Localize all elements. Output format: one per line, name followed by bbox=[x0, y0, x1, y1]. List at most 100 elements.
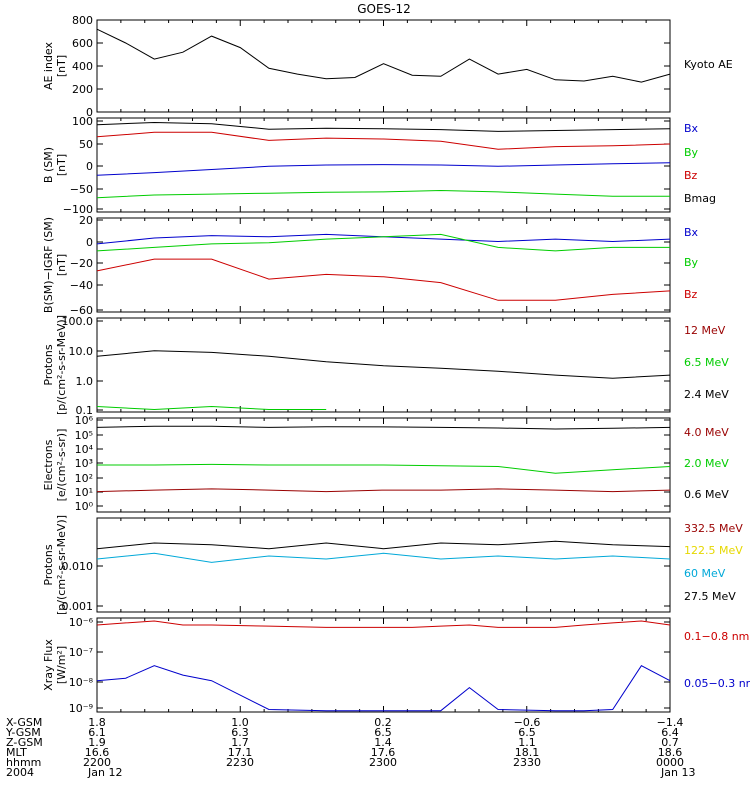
footer-row-label: Z-GSM bbox=[6, 736, 43, 749]
legend-0-1-0-8-nm: 0.1−0.8 nm bbox=[684, 630, 749, 643]
y-axis-label: B (SM) bbox=[42, 147, 55, 183]
series-by bbox=[96, 189, 670, 199]
y-tick-label: −20 bbox=[70, 257, 93, 270]
footer-row-label: MLT bbox=[6, 746, 27, 759]
y-axis-label: [nT] bbox=[55, 55, 68, 77]
footer-cell: 18.6 bbox=[658, 746, 683, 759]
footer-cell: 1.9 bbox=[88, 736, 106, 749]
footer-cell: 0000 bbox=[656, 756, 684, 769]
y-axis-label: [p/(cm²-s-sr-MeV)] bbox=[55, 315, 68, 415]
panel-protons_hi: 100.0 10.0 1.0 0.1 Protons [p/(cm²-s-sr-MeV)]… bbox=[42, 315, 729, 417]
legend-0-05-0-3-nr: 0.05−0.3 nr bbox=[684, 677, 750, 690]
footer-cell: 1.0 bbox=[231, 716, 249, 729]
footer-cell: 2200 bbox=[83, 756, 111, 769]
y-tick-label: 10⁻⁹ bbox=[69, 702, 93, 715]
y-tick-label: 10³ bbox=[75, 457, 93, 470]
footer-cell: 1.7 bbox=[231, 736, 249, 749]
series-2-0-mev bbox=[97, 463, 671, 474]
y-tick-label: 0 bbox=[86, 160, 93, 173]
footer-cell: 6.4 bbox=[661, 726, 679, 739]
legend-bx: Bx bbox=[684, 122, 699, 135]
y-tick-label: 0 bbox=[86, 106, 93, 119]
y-tick-label: 10¹ bbox=[75, 486, 93, 499]
legend-0-6-mev: 0.6 MeV bbox=[684, 488, 729, 501]
y-tick-label: 0.001 bbox=[62, 600, 94, 613]
footer-cell: 6.1 bbox=[88, 726, 106, 739]
y-tick-label: 800 bbox=[72, 14, 93, 27]
footer-cell: 1.1 bbox=[518, 736, 536, 749]
footer-cell: 17.6 bbox=[371, 746, 396, 759]
legend-6-5-mev: 6.5 MeV bbox=[684, 356, 729, 369]
y-axis-label: [nT] bbox=[55, 254, 68, 276]
footer-row-label: Y-GSM bbox=[5, 726, 41, 739]
legend-2-0-mev: 2.0 MeV bbox=[684, 457, 729, 470]
legend-by: By bbox=[684, 256, 699, 269]
y-tick-label: −40 bbox=[70, 279, 93, 292]
series-60-mev bbox=[96, 552, 671, 563]
y-tick-label: 10⁶ bbox=[75, 414, 94, 427]
footer-cell: 6.3 bbox=[231, 726, 249, 739]
y-tick-label: 20 bbox=[79, 214, 93, 227]
series-27-5-mev bbox=[96, 540, 671, 550]
y-tick-label: 600 bbox=[72, 37, 93, 50]
legend-332-5-mev: 332.5 MeV bbox=[684, 522, 743, 535]
legend-60-mev: 60 MeV bbox=[684, 567, 726, 580]
footer-row-label: X-GSM bbox=[6, 716, 42, 729]
legend-by: By bbox=[684, 146, 699, 159]
y-tick-label: 10² bbox=[75, 472, 93, 485]
y-tick-label: 10⁰ bbox=[75, 500, 94, 513]
y-tick-label: 10⁻⁶ bbox=[69, 616, 94, 629]
legend-12-mev: 12 MeV bbox=[684, 324, 726, 337]
legend-122-5-mev: 122.5 MeV bbox=[684, 544, 743, 557]
y-tick-label: 0 bbox=[86, 236, 93, 249]
y-tick-label: 0.1 bbox=[76, 404, 94, 417]
series-by bbox=[96, 233, 670, 252]
y-tick-label: 400 bbox=[72, 60, 93, 73]
y-tick-label: 50 bbox=[79, 138, 93, 151]
series-6-5-mev bbox=[96, 405, 327, 411]
footer-cell: −1.4 bbox=[657, 716, 684, 729]
y-axis-label: AE index bbox=[42, 41, 55, 90]
y-tick-label: −100 bbox=[63, 203, 93, 216]
y-axis-label: [p/(cm²-s-sr-MeV)] bbox=[55, 515, 68, 615]
legend-kyoto-ae: Kyoto AE bbox=[684, 58, 733, 71]
legend-bmag: Bmag bbox=[684, 192, 716, 205]
footer-cell: 0.2 bbox=[374, 716, 392, 729]
footer-cell: 1.4 bbox=[374, 736, 392, 749]
footer-row-label: hhmm bbox=[6, 756, 41, 769]
footer-cell: 2330 bbox=[513, 756, 541, 769]
legend-4-0-mev: 4.0 MeV bbox=[684, 426, 729, 439]
panel-xray: 10⁻⁶ 10⁻⁷ 10⁻⁸ 10⁻⁹ Xray Flux [W/m²] 0.1−0.8 n… bbox=[42, 616, 750, 715]
legend-bz: Bz bbox=[684, 169, 698, 182]
y-axis-label: Xray Flux bbox=[42, 639, 55, 691]
y-axis-label: B(SM)−IGRF (SM) bbox=[42, 217, 55, 313]
series-4-0-mev bbox=[96, 488, 671, 493]
y-tick-label: −60 bbox=[70, 304, 93, 317]
y-tick-label: 100 bbox=[72, 115, 93, 128]
footer-cell: 1.8 bbox=[88, 716, 106, 729]
y-tick-label: 200 bbox=[72, 83, 93, 96]
y-tick-label: 10⁵ bbox=[75, 429, 93, 442]
series-bz bbox=[96, 131, 671, 150]
panel-frame bbox=[96, 517, 671, 613]
footer-cell: 2300 bbox=[369, 756, 397, 769]
footer-cell: 0.7 bbox=[661, 736, 679, 749]
series-bx bbox=[96, 162, 671, 176]
series-bx bbox=[96, 233, 671, 245]
panel-frame bbox=[96, 19, 671, 113]
y-axis-label: Protons bbox=[42, 544, 55, 585]
series-2-4-mev bbox=[96, 350, 671, 379]
footer-row-label: 2004 bbox=[6, 766, 34, 779]
footer-cell: 6.5 bbox=[374, 726, 392, 739]
legend-bz: Bz bbox=[684, 288, 698, 301]
footer-cell: Jan 12 bbox=[87, 766, 122, 779]
footer-cell: 18.1 bbox=[515, 746, 540, 759]
orbit-footer: X-GSMY-GSMZ-GSMMLThhmm20041.86.11.916.62… bbox=[5, 716, 695, 779]
series-bmag bbox=[96, 121, 671, 132]
footer-cell: 16.6 bbox=[85, 746, 110, 759]
y-axis-label: Electrons bbox=[42, 439, 55, 490]
legend-bx: Bx bbox=[684, 226, 699, 239]
